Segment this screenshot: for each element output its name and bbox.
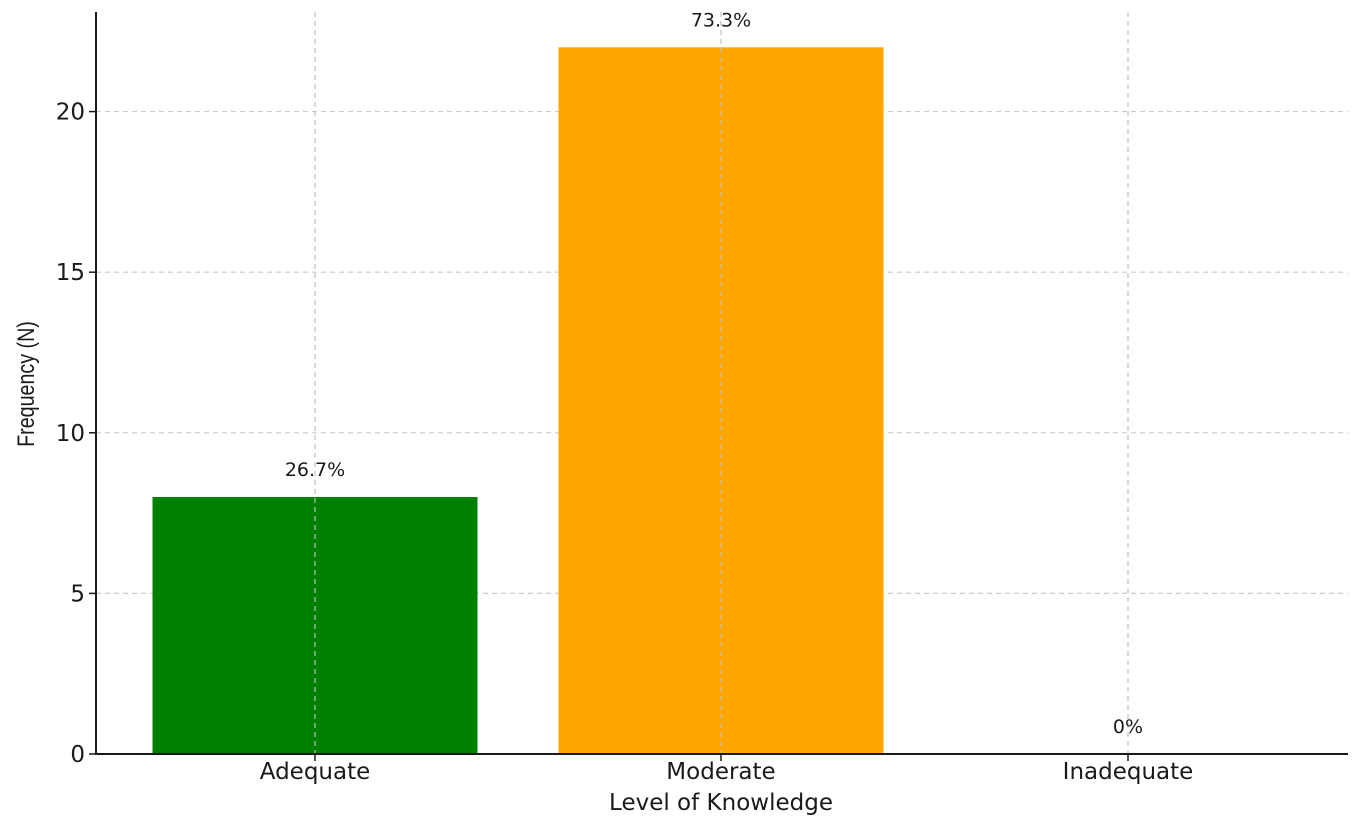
ticks: 0 5 10 15 20 Adequate Moderate Inadequate: [56, 100, 1194, 785]
y-tick-label: 0: [70, 742, 85, 768]
data-label: 26.7%: [285, 459, 345, 481]
y-tick-label: 20: [56, 100, 85, 126]
y-tick-label: 15: [56, 260, 85, 286]
y-axis-title: Frequency (N): [12, 321, 39, 447]
y-tick-label: 5: [70, 581, 85, 607]
data-labels: 26.7% 73.3% 0%: [285, 9, 1143, 738]
vertical-grid-lines: [314, 12, 1129, 754]
x-tick-label: Adequate: [260, 759, 371, 785]
y-tick-label: 10: [56, 421, 85, 447]
bars: [152, 47, 884, 755]
x-axis-title: Level of Knowledge: [609, 790, 833, 816]
x-tick-label: Moderate: [666, 759, 775, 785]
data-label: 73.3%: [691, 9, 751, 31]
data-label: 0%: [1113, 716, 1143, 738]
x-tick-label: Inadequate: [1063, 759, 1194, 785]
